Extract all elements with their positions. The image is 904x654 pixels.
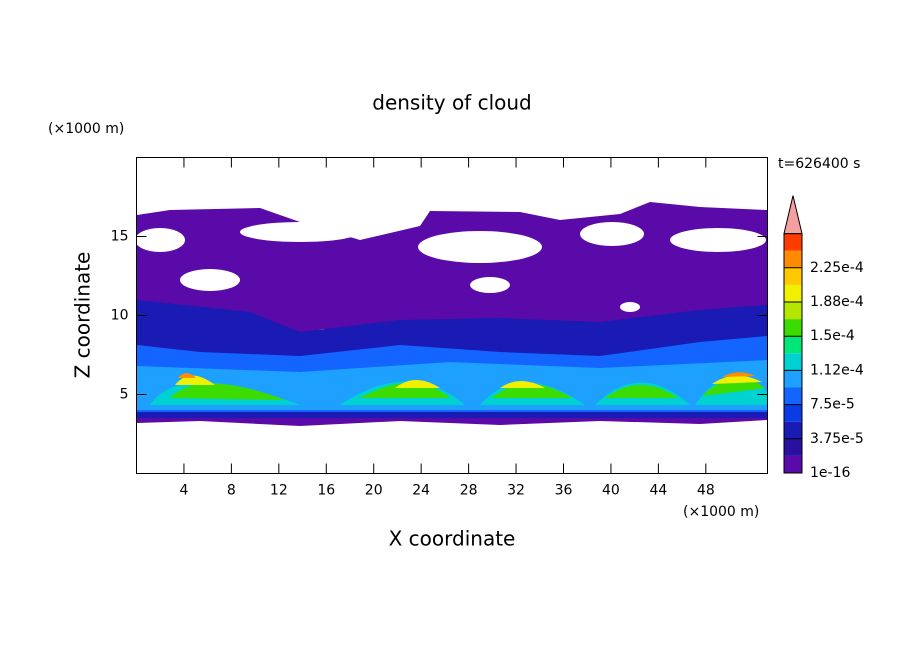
x-tick-label: 28: [460, 483, 478, 499]
x-tick-label: 48: [697, 483, 715, 499]
colorbar-band: [784, 353, 802, 371]
x-unit: (×1000 m): [683, 504, 759, 520]
contour-region: [170, 378, 765, 400]
colorbar-label: 7.5e-5: [810, 397, 855, 413]
chart-title: density of cloud: [372, 91, 531, 115]
colorbar-label: 2.25e-4: [810, 260, 864, 276]
colorbar-band: [784, 267, 802, 285]
colorbar-label: 1.12e-4: [810, 362, 864, 378]
time-annotation: t=626400 s: [778, 156, 860, 172]
y-tick-label: 15: [111, 229, 129, 245]
colorbar-band: [784, 302, 802, 320]
colorbar-label: 1.88e-4: [810, 294, 864, 310]
y-tick-label: 5: [120, 387, 129, 403]
x-tick-label: 4: [179, 483, 188, 499]
colorbar-label: 1e-16: [810, 465, 850, 481]
colorbar-band: [784, 455, 802, 473]
colorbar-band: [784, 438, 802, 456]
colorbar-band: [784, 370, 802, 388]
x-axis-title: X coordinate: [389, 527, 516, 551]
y-tick-label: 10: [111, 308, 129, 324]
x-tick-label: 44: [649, 483, 667, 499]
colorbar-extend: [783, 195, 803, 235]
colorbar-label: 3.75e-5: [810, 431, 864, 447]
colorbar-band: [784, 233, 802, 251]
colorbar-band: [784, 250, 802, 268]
colorbar-band: [784, 421, 802, 439]
colorbar-label: 1.5e-4: [810, 328, 855, 344]
x-tick-label: 8: [227, 483, 236, 499]
contour-field: [135, 202, 767, 426]
x-tick-label: 36: [555, 483, 573, 499]
y-axis-title: Z coordinate: [71, 252, 95, 379]
colorbar-band: [784, 404, 802, 422]
colorbar-band: [784, 336, 802, 354]
colorbar-band: [784, 284, 802, 302]
colorbar-band: [784, 319, 802, 337]
x-tick-label: 16: [317, 483, 335, 499]
x-tick-label: 24: [412, 483, 430, 499]
colorbar-band: [784, 387, 802, 405]
x-tick-label: 20: [365, 483, 383, 499]
x-tick-label: 40: [602, 483, 620, 499]
x-tick-label: 12: [270, 483, 288, 499]
y-unit: (×1000 m): [48, 121, 124, 137]
x-tick-label: 32: [507, 483, 525, 499]
